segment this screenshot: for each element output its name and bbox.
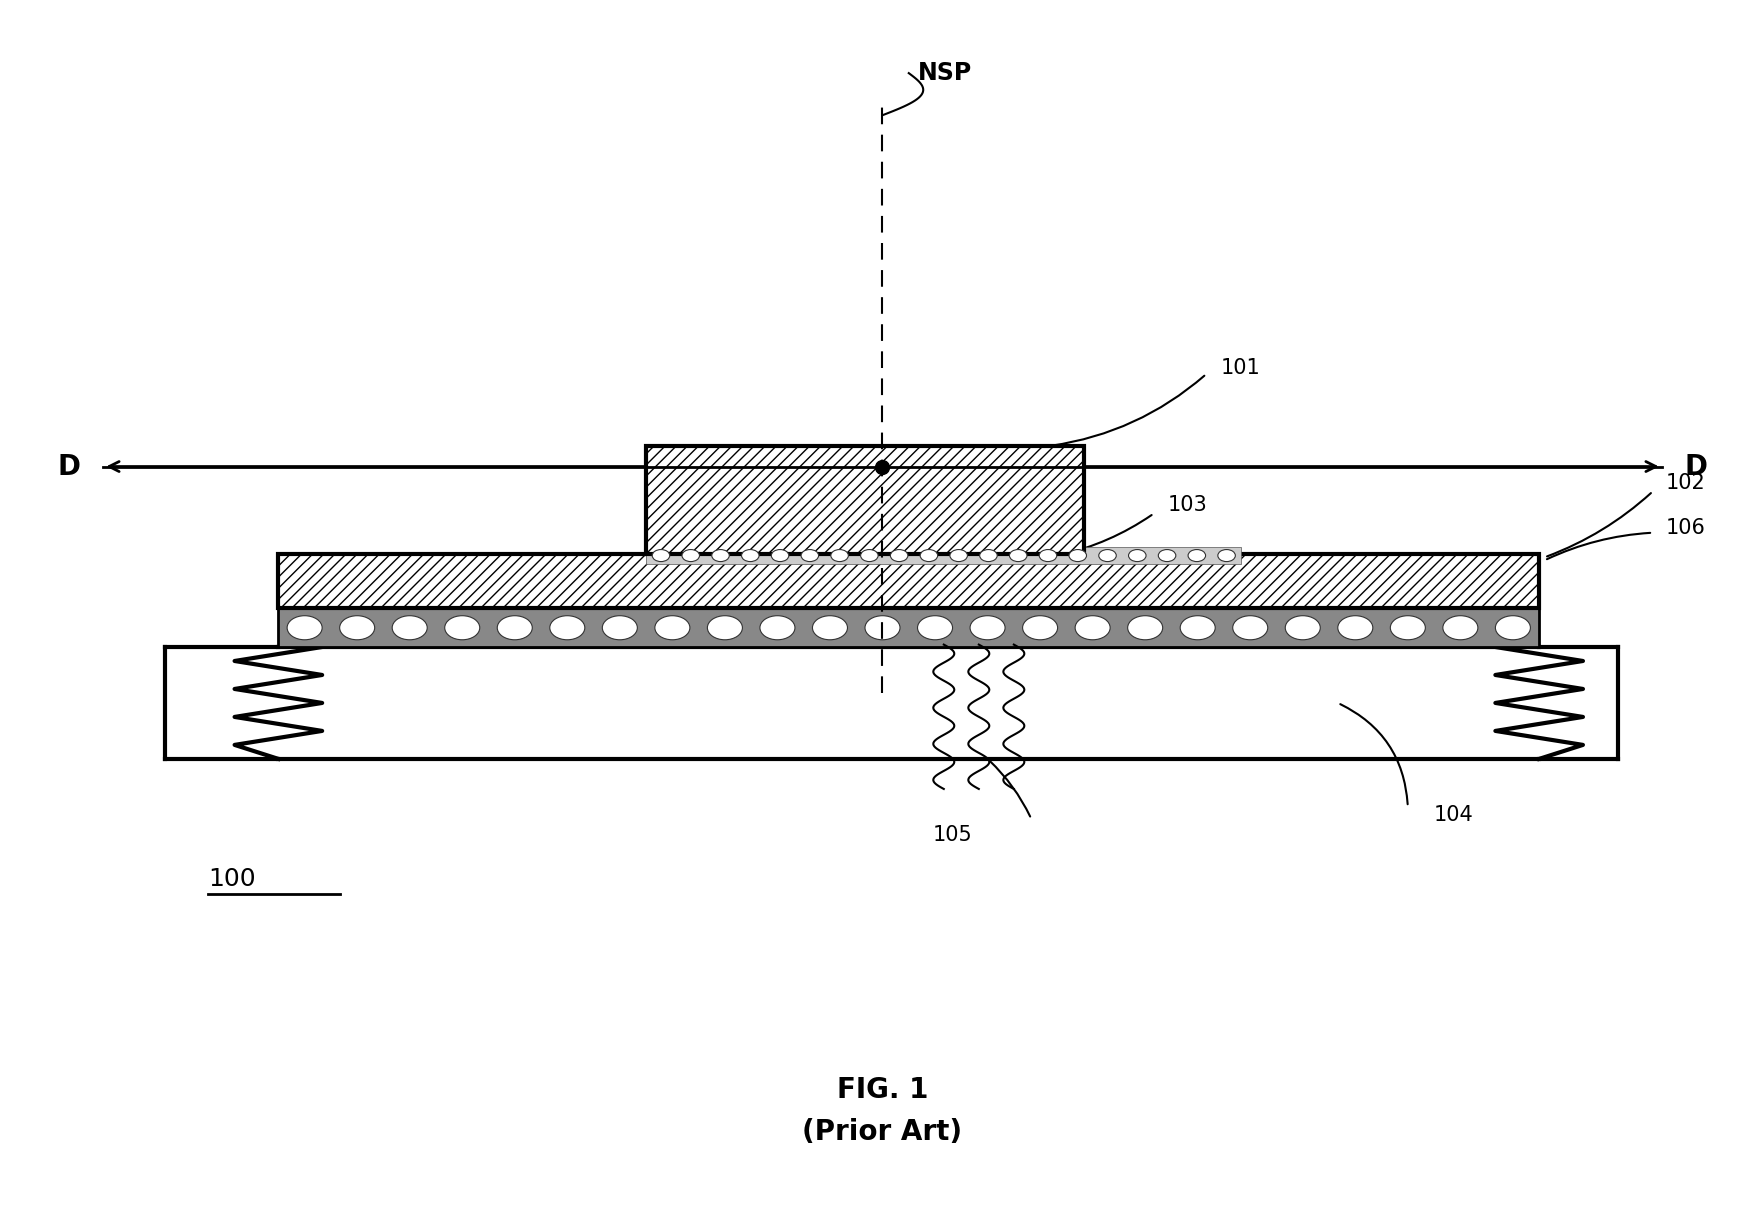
Circle shape xyxy=(771,550,789,561)
Circle shape xyxy=(1187,550,1205,561)
Circle shape xyxy=(1284,616,1319,640)
Circle shape xyxy=(1039,550,1057,561)
Circle shape xyxy=(741,550,759,561)
Text: D: D xyxy=(1683,453,1706,481)
Circle shape xyxy=(1157,550,1175,561)
Circle shape xyxy=(1069,550,1087,561)
Circle shape xyxy=(831,550,848,561)
Text: NSP: NSP xyxy=(917,61,972,85)
Circle shape xyxy=(1217,550,1235,561)
Circle shape xyxy=(707,616,743,640)
Circle shape xyxy=(801,550,818,561)
Text: 104: 104 xyxy=(1434,806,1473,825)
Text: 101: 101 xyxy=(1219,358,1259,377)
Circle shape xyxy=(1127,616,1162,640)
Circle shape xyxy=(653,550,669,561)
Circle shape xyxy=(1127,550,1145,561)
Circle shape xyxy=(288,616,323,640)
Text: 103: 103 xyxy=(1168,495,1207,515)
Bar xyxy=(279,555,1538,608)
Circle shape xyxy=(497,616,533,640)
Text: 102: 102 xyxy=(1663,472,1704,493)
Circle shape xyxy=(1074,616,1110,640)
Bar xyxy=(279,647,1538,759)
Circle shape xyxy=(1337,616,1372,640)
Bar xyxy=(646,447,1083,555)
Circle shape xyxy=(1009,550,1027,561)
Circle shape xyxy=(654,616,690,640)
Circle shape xyxy=(1494,616,1529,640)
Text: 106: 106 xyxy=(1663,518,1704,538)
Circle shape xyxy=(919,550,937,561)
Circle shape xyxy=(1099,550,1115,561)
Circle shape xyxy=(861,550,878,561)
Text: 100: 100 xyxy=(208,868,256,891)
Circle shape xyxy=(1231,616,1267,640)
Circle shape xyxy=(339,616,374,640)
Circle shape xyxy=(602,616,637,640)
Circle shape xyxy=(979,550,997,561)
Circle shape xyxy=(549,616,584,640)
Circle shape xyxy=(864,616,900,640)
Circle shape xyxy=(1441,616,1476,640)
Circle shape xyxy=(760,616,794,640)
Circle shape xyxy=(970,616,1004,640)
Text: FIG. 1: FIG. 1 xyxy=(836,1076,928,1104)
Bar xyxy=(279,608,1538,647)
Circle shape xyxy=(711,550,729,561)
Circle shape xyxy=(949,550,967,561)
Circle shape xyxy=(811,616,847,640)
Circle shape xyxy=(445,616,480,640)
Circle shape xyxy=(1390,616,1425,640)
Text: 105: 105 xyxy=(931,825,972,845)
Circle shape xyxy=(392,616,427,640)
Circle shape xyxy=(681,550,699,561)
Bar xyxy=(646,548,1240,563)
Text: D: D xyxy=(58,453,81,481)
Text: (Prior Art): (Prior Art) xyxy=(803,1118,961,1146)
Circle shape xyxy=(917,616,953,640)
Circle shape xyxy=(1180,616,1215,640)
Circle shape xyxy=(889,550,907,561)
Circle shape xyxy=(1021,616,1057,640)
